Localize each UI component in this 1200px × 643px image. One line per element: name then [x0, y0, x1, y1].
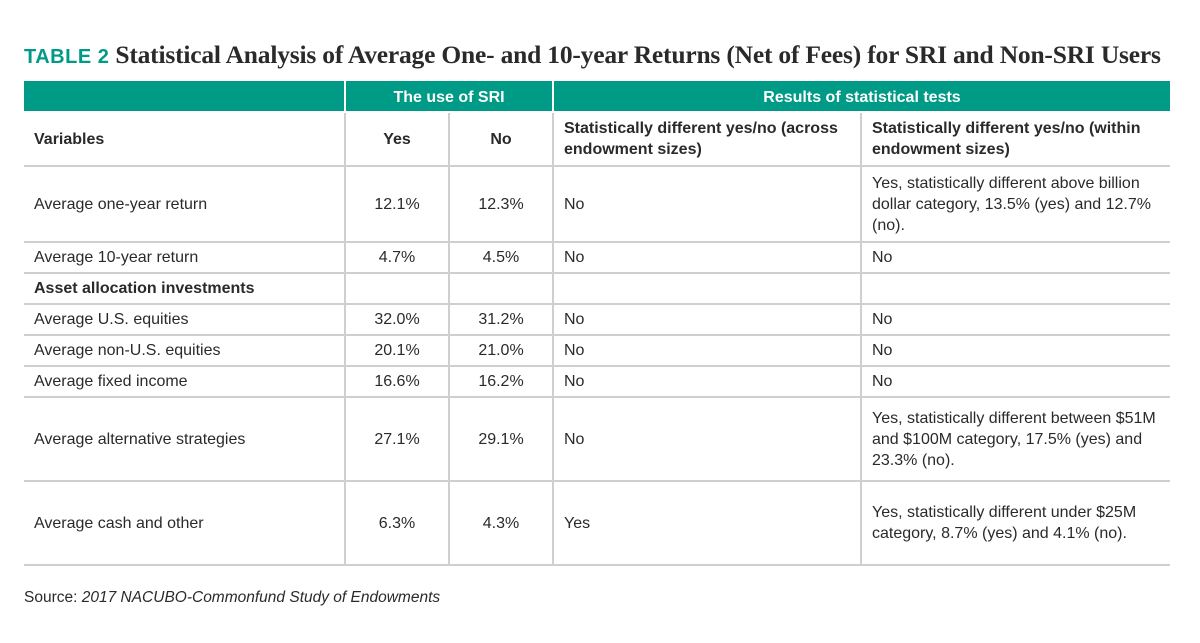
table-row: Average alternative strategies 27.1% 29.… [24, 396, 1170, 482]
cell-no: 4.5% [448, 241, 554, 274]
cell-within [860, 272, 1170, 305]
cell-variable: Average non-U.S. equities [24, 334, 346, 367]
cell-yes: 32.0% [344, 303, 450, 336]
table-title-text: Statistical Analysis of Average One- and… [115, 40, 1161, 69]
table-row: Average one-year return 12.1% 12.3% No Y… [24, 165, 1170, 243]
cell-no: 12.3% [448, 165, 554, 243]
table-row-section: Asset allocation investments [24, 272, 1170, 305]
group-header-empty [24, 81, 346, 113]
cell-no: 16.2% [448, 365, 554, 398]
statistics-table: The use of SRI Results of statistical te… [24, 81, 1170, 566]
cell-variable: Average cash and other [24, 480, 346, 566]
table-row: Average non-U.S. equities 20.1% 21.0% No… [24, 334, 1170, 367]
cell-yes: 12.1% [344, 165, 450, 243]
cell-yes: 16.6% [344, 365, 450, 398]
cell-yes: 6.3% [344, 480, 450, 566]
table-row: Average fixed income 16.6% 16.2% No No [24, 365, 1170, 398]
cell-within: No [860, 241, 1170, 274]
column-header-within: Statistically different yes/no (within e… [860, 111, 1170, 167]
cell-yes: 4.7% [344, 241, 450, 274]
table-row: Average U.S. equities 32.0% 31.2% No No [24, 303, 1170, 336]
cell-within: No [860, 365, 1170, 398]
source-note: Source: 2017 NACUBO-Commonfund Study of … [24, 589, 440, 607]
cell-variable: Average 10-year return [24, 241, 346, 274]
column-header-across: Statistically different yes/no (across e… [552, 111, 862, 167]
cell-variable: Average fixed income [24, 365, 346, 398]
cell-across [552, 272, 862, 305]
cell-across: No [552, 334, 862, 367]
cell-across: No [552, 303, 862, 336]
column-header-variables: Variables [24, 111, 346, 167]
cell-within: Yes, statistically different above billi… [860, 165, 1170, 243]
cell-yes: 20.1% [344, 334, 450, 367]
cell-variable: Average one-year return [24, 165, 346, 243]
cell-across: Yes [552, 480, 862, 566]
source-prefix: Source: [24, 589, 82, 606]
column-header-no: No [448, 111, 554, 167]
column-header-yes: Yes [344, 111, 450, 167]
cell-no: 31.2% [448, 303, 554, 336]
cell-variable: Average U.S. equities [24, 303, 346, 336]
cell-variable: Average alternative strategies [24, 396, 346, 482]
cell-across: No [552, 241, 862, 274]
cell-section-heading: Asset allocation investments [24, 272, 346, 305]
cell-across: No [552, 165, 862, 243]
cell-yes: 27.1% [344, 396, 450, 482]
cell-no: 4.3% [448, 480, 554, 566]
column-header-row: Variables Yes No Statistically different… [24, 111, 1170, 167]
table-row: Average 10-year return 4.7% 4.5% No No [24, 241, 1170, 274]
cell-within: Yes, statistically different between $51… [860, 396, 1170, 482]
cell-no: 29.1% [448, 396, 554, 482]
cell-across: No [552, 396, 862, 482]
table-number-label: TABLE 2 [24, 46, 110, 68]
cell-within: No [860, 303, 1170, 336]
cell-yes [344, 272, 450, 305]
table-row: Average cash and other 6.3% 4.3% Yes Yes… [24, 480, 1170, 566]
group-header-sri: The use of SRI [344, 81, 554, 113]
cell-no [448, 272, 554, 305]
cell-no: 21.0% [448, 334, 554, 367]
group-header-row: The use of SRI Results of statistical te… [24, 81, 1170, 113]
source-citation: 2017 NACUBO-Commonfund Study of Endowmen… [81, 589, 441, 606]
cell-across: No [552, 365, 862, 398]
table-title: TABLE 2 Statistical Analysis of Average … [24, 40, 1161, 76]
group-header-tests: Results of statistical tests [552, 81, 1170, 113]
cell-within: Yes, statistically different under $25M … [860, 480, 1170, 566]
cell-within: No [860, 334, 1170, 367]
